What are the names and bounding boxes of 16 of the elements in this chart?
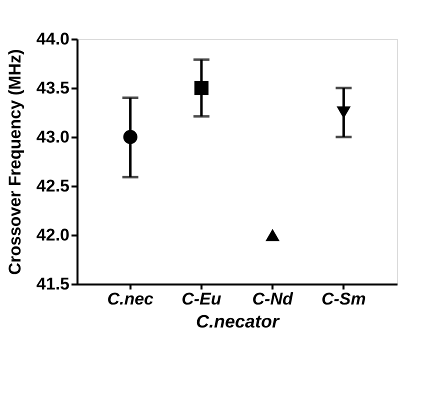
x-tick-label: C-Nd <box>252 290 294 308</box>
y-tick-label: 42.5 <box>36 176 70 196</box>
x-axis-title: C.necator <box>196 312 280 332</box>
y-tick-label: 41.5 <box>36 274 70 294</box>
y-tick-label: 44.0 <box>36 30 70 48</box>
y-tick-label: 43.0 <box>36 128 70 146</box>
x-tick-label: C.nec <box>107 290 154 308</box>
point <box>194 80 209 96</box>
y-tick-label: 43.5 <box>36 78 70 98</box>
y-axis-title: Crossover Frequency (MHz) <box>5 49 24 275</box>
x-tick-label: C-Eu <box>182 290 222 308</box>
y-tick-label: 42.0 <box>36 226 70 244</box>
point <box>336 106 351 119</box>
point <box>123 130 138 144</box>
x-tick-label: C-Sm <box>321 290 366 308</box>
point <box>265 228 280 242</box>
